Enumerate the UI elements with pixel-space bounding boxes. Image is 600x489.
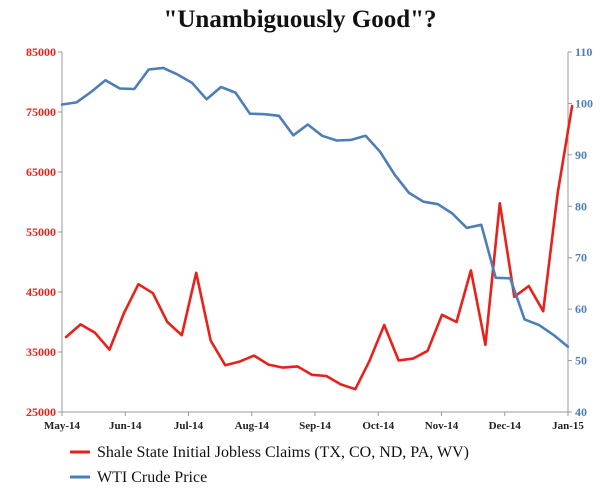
x-axis-tick-label: Dec-14 bbox=[489, 420, 522, 432]
left-axis-tick-label: 35000 bbox=[26, 345, 56, 359]
left-axis-tick-label: 85000 bbox=[26, 45, 56, 59]
left-axis-tick-label: 65000 bbox=[26, 165, 56, 179]
x-axis-tick-label: Aug-14 bbox=[235, 420, 270, 432]
chart-axes: 25000 35000 45000 55000 65000 75000 85000 40 50 6… bbox=[26, 45, 593, 432]
left-axis-tick-label: 25000 bbox=[26, 405, 56, 419]
legend-entry-label: Shale State Initial Jobless Claims (TX, … bbox=[97, 444, 469, 461]
x-axis-tick-label: Sep-14 bbox=[299, 420, 331, 432]
legend-entry-label: WTI Crude Price bbox=[97, 469, 207, 486]
x-axis-tick-label: Oct-14 bbox=[362, 420, 394, 432]
left-axis-tick-label: 45000 bbox=[26, 285, 56, 299]
wti-crude-line bbox=[60, 66, 570, 349]
right-axis-tick-label: 60 bbox=[575, 302, 587, 316]
chart-title: "Unambiguously Good"? bbox=[163, 6, 437, 33]
x-axis-tick-label: Jul-14 bbox=[174, 420, 204, 432]
x-axis-tick-label: May-14 bbox=[44, 420, 81, 432]
right-axis-tick-label: 40 bbox=[575, 405, 587, 419]
left-axis-tick-label: 75000 bbox=[26, 105, 56, 119]
chart-series-lines bbox=[60, 66, 574, 391]
right-axis-tick-label: 70 bbox=[575, 251, 587, 265]
right-axis-tick-label: 110 bbox=[575, 45, 592, 59]
x-axis-tick-label: Jan-15 bbox=[552, 420, 584, 432]
x-axis-tick-label: Jun-14 bbox=[109, 420, 142, 432]
x-axis-tick-label: Nov-14 bbox=[425, 420, 459, 432]
left-axis-tick-label: 55000 bbox=[26, 225, 56, 239]
right-axis-tick-label: 90 bbox=[575, 148, 587, 162]
jobless-claims-line bbox=[64, 104, 574, 391]
right-axis-tick-label: 50 bbox=[575, 354, 587, 368]
right-axis-tick-label: 100 bbox=[575, 96, 593, 110]
right-axis-tick-label: 80 bbox=[575, 199, 587, 213]
chart-legend: Shale State Initial Jobless Claims (TX, … bbox=[70, 444, 469, 486]
